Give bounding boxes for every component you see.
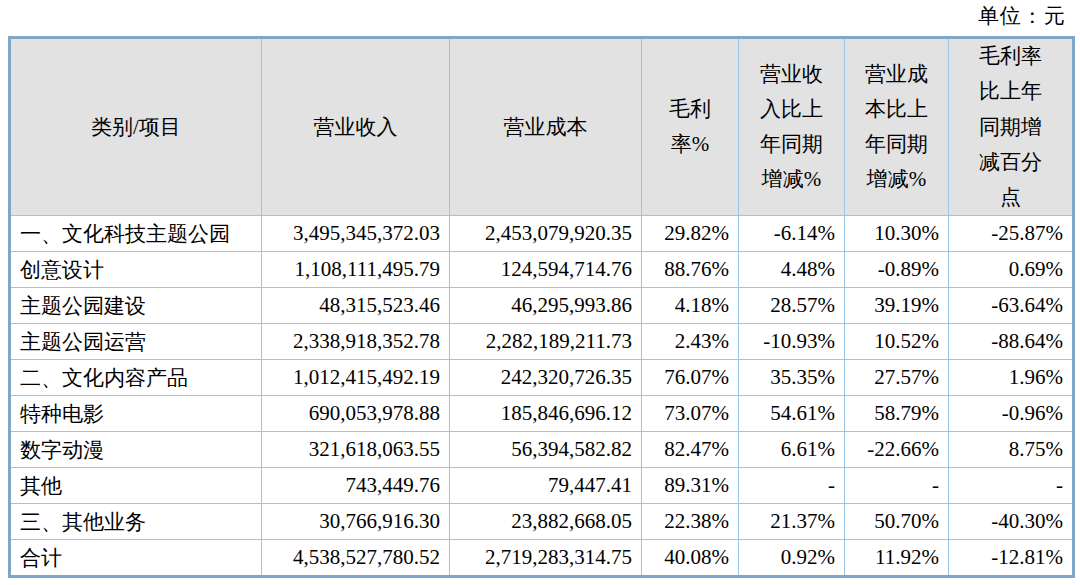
cell-gross-margin: 73.07% [642, 396, 739, 432]
cell-cost: 23,882,668.05 [450, 504, 642, 540]
cell-cost: 2,453,079,920.35 [450, 216, 642, 252]
cell-cost: 242,320,726.35 [450, 360, 642, 396]
cell-revenue: 1,012,415,492.19 [262, 360, 450, 396]
cell-revenue: 743,449.76 [262, 468, 450, 504]
cell-gross-margin: 22.38% [642, 504, 739, 540]
cell-cost: 2,719,283,314.75 [450, 540, 642, 577]
cell-cost: 79,447.41 [450, 468, 642, 504]
table-row: 二、文化内容产品 1,012,415,492.19 242,320,726.35… [10, 360, 1074, 396]
cell-cost-change: 39.19% [845, 288, 949, 324]
cell-cost-change: 58.79% [845, 396, 949, 432]
cell-margin-change: -63.64% [949, 288, 1074, 324]
cell-cost-change: -22.66% [845, 432, 949, 468]
cell-revenue: 2,338,918,352.78 [262, 324, 450, 360]
cell-revenue-change: 6.61% [739, 432, 845, 468]
cell-gross-margin: 40.08% [642, 540, 739, 577]
cell-cost-change: 10.52% [845, 324, 949, 360]
cell-revenue: 30,766,916.30 [262, 504, 450, 540]
header-margin-yoy-change: 毛利率 比上年 同期增 减百分 点 [949, 38, 1074, 216]
cell-margin-change: -0.96% [949, 396, 1074, 432]
cell-category: 主题公园运营 [10, 324, 262, 360]
cell-revenue-change: 0.92% [739, 540, 845, 577]
cell-revenue-change: 54.61% [739, 396, 845, 432]
table-row: 一、文化科技主题公园 3,495,345,372.03 2,453,079,92… [10, 216, 1074, 252]
cell-revenue-change: 21.37% [739, 504, 845, 540]
cell-margin-change: -25.87% [949, 216, 1074, 252]
cell-gross-margin: 76.07% [642, 360, 739, 396]
table-row-total: 合计 4,538,527,780.52 2,719,283,314.75 40.… [10, 540, 1074, 577]
cell-revenue: 1,108,111,495.79 [262, 252, 450, 288]
unit-label: 单位：元 [978, 2, 1066, 30]
table-row: 主题公园建设 48,315,523.46 46,295,993.86 4.18%… [10, 288, 1074, 324]
cell-cost-change: -0.89% [845, 252, 949, 288]
cell-gross-margin: 88.76% [642, 252, 739, 288]
table-header-row: 类别/项目 营业收入 营业成本 毛利 率% 营业收 入比上 年同期 增减% 营业… [10, 38, 1074, 216]
cell-category: 三、其他业务 [10, 504, 262, 540]
table-row: 三、其他业务 30,766,916.30 23,882,668.05 22.38… [10, 504, 1074, 540]
cell-margin-change: - [949, 468, 1074, 504]
cell-cost-change: - [845, 468, 949, 504]
cell-gross-margin: 2.43% [642, 324, 739, 360]
header-cost-yoy-change: 营业成 本比上 年同期 增减% [845, 38, 949, 216]
header-category: 类别/项目 [10, 38, 262, 216]
cell-margin-change: -12.81% [949, 540, 1074, 577]
cell-margin-change: 0.69% [949, 252, 1074, 288]
cell-revenue: 690,053,978.88 [262, 396, 450, 432]
table-row: 创意设计 1,108,111,495.79 124,594,714.76 88.… [10, 252, 1074, 288]
cell-category: 二、文化内容产品 [10, 360, 262, 396]
cell-cost-change: 50.70% [845, 504, 949, 540]
cell-margin-change: -40.30% [949, 504, 1074, 540]
cell-category: 合计 [10, 540, 262, 577]
cell-revenue: 3,495,345,372.03 [262, 216, 450, 252]
cell-category: 特种电影 [10, 396, 262, 432]
cell-revenue-change: - [739, 468, 845, 504]
cell-gross-margin: 89.31% [642, 468, 739, 504]
cell-category: 一、文化科技主题公园 [10, 216, 262, 252]
cell-revenue-change: 4.48% [739, 252, 845, 288]
cell-category: 主题公园建设 [10, 288, 262, 324]
cell-revenue-change: -6.14% [739, 216, 845, 252]
cell-revenue: 48,315,523.46 [262, 288, 450, 324]
cell-gross-margin: 4.18% [642, 288, 739, 324]
cell-cost: 2,282,189,211.73 [450, 324, 642, 360]
header-operating-revenue: 营业收入 [262, 38, 450, 216]
cell-margin-change: -88.64% [949, 324, 1074, 360]
cell-gross-margin: 82.47% [642, 432, 739, 468]
table-row: 其他 743,449.76 79,447.41 89.31% - - - [10, 468, 1074, 504]
header-operating-cost: 营业成本 [450, 38, 642, 216]
cell-cost: 185,846,696.12 [450, 396, 642, 432]
cell-cost: 124,594,714.76 [450, 252, 642, 288]
cell-revenue-change: -10.93% [739, 324, 845, 360]
cell-revenue-change: 28.57% [739, 288, 845, 324]
cell-cost-change: 27.57% [845, 360, 949, 396]
cell-margin-change: 1.96% [949, 360, 1074, 396]
segment-revenue-table: 类别/项目 营业收入 营业成本 毛利 率% 营业收 入比上 年同期 增减% 营业… [8, 36, 1075, 578]
table-row: 主题公园运营 2,338,918,352.78 2,282,189,211.73… [10, 324, 1074, 360]
cell-cost: 56,394,582.82 [450, 432, 642, 468]
cell-revenue-change: 35.35% [739, 360, 845, 396]
table-row: 数字动漫 321,618,063.55 56,394,582.82 82.47%… [10, 432, 1074, 468]
cell-margin-change: 8.75% [949, 432, 1074, 468]
cell-cost-change: 11.92% [845, 540, 949, 577]
header-revenue-yoy-change: 营业收 入比上 年同期 增减% [739, 38, 845, 216]
cell-category: 数字动漫 [10, 432, 262, 468]
table-row: 特种电影 690,053,978.88 185,846,696.12 73.07… [10, 396, 1074, 432]
cell-gross-margin: 29.82% [642, 216, 739, 252]
cell-category: 创意设计 [10, 252, 262, 288]
header-gross-margin: 毛利 率% [642, 38, 739, 216]
cell-cost: 46,295,993.86 [450, 288, 642, 324]
cell-category: 其他 [10, 468, 262, 504]
cell-cost-change: 10.30% [845, 216, 949, 252]
cell-revenue: 321,618,063.55 [262, 432, 450, 468]
cell-revenue: 4,538,527,780.52 [262, 540, 450, 577]
